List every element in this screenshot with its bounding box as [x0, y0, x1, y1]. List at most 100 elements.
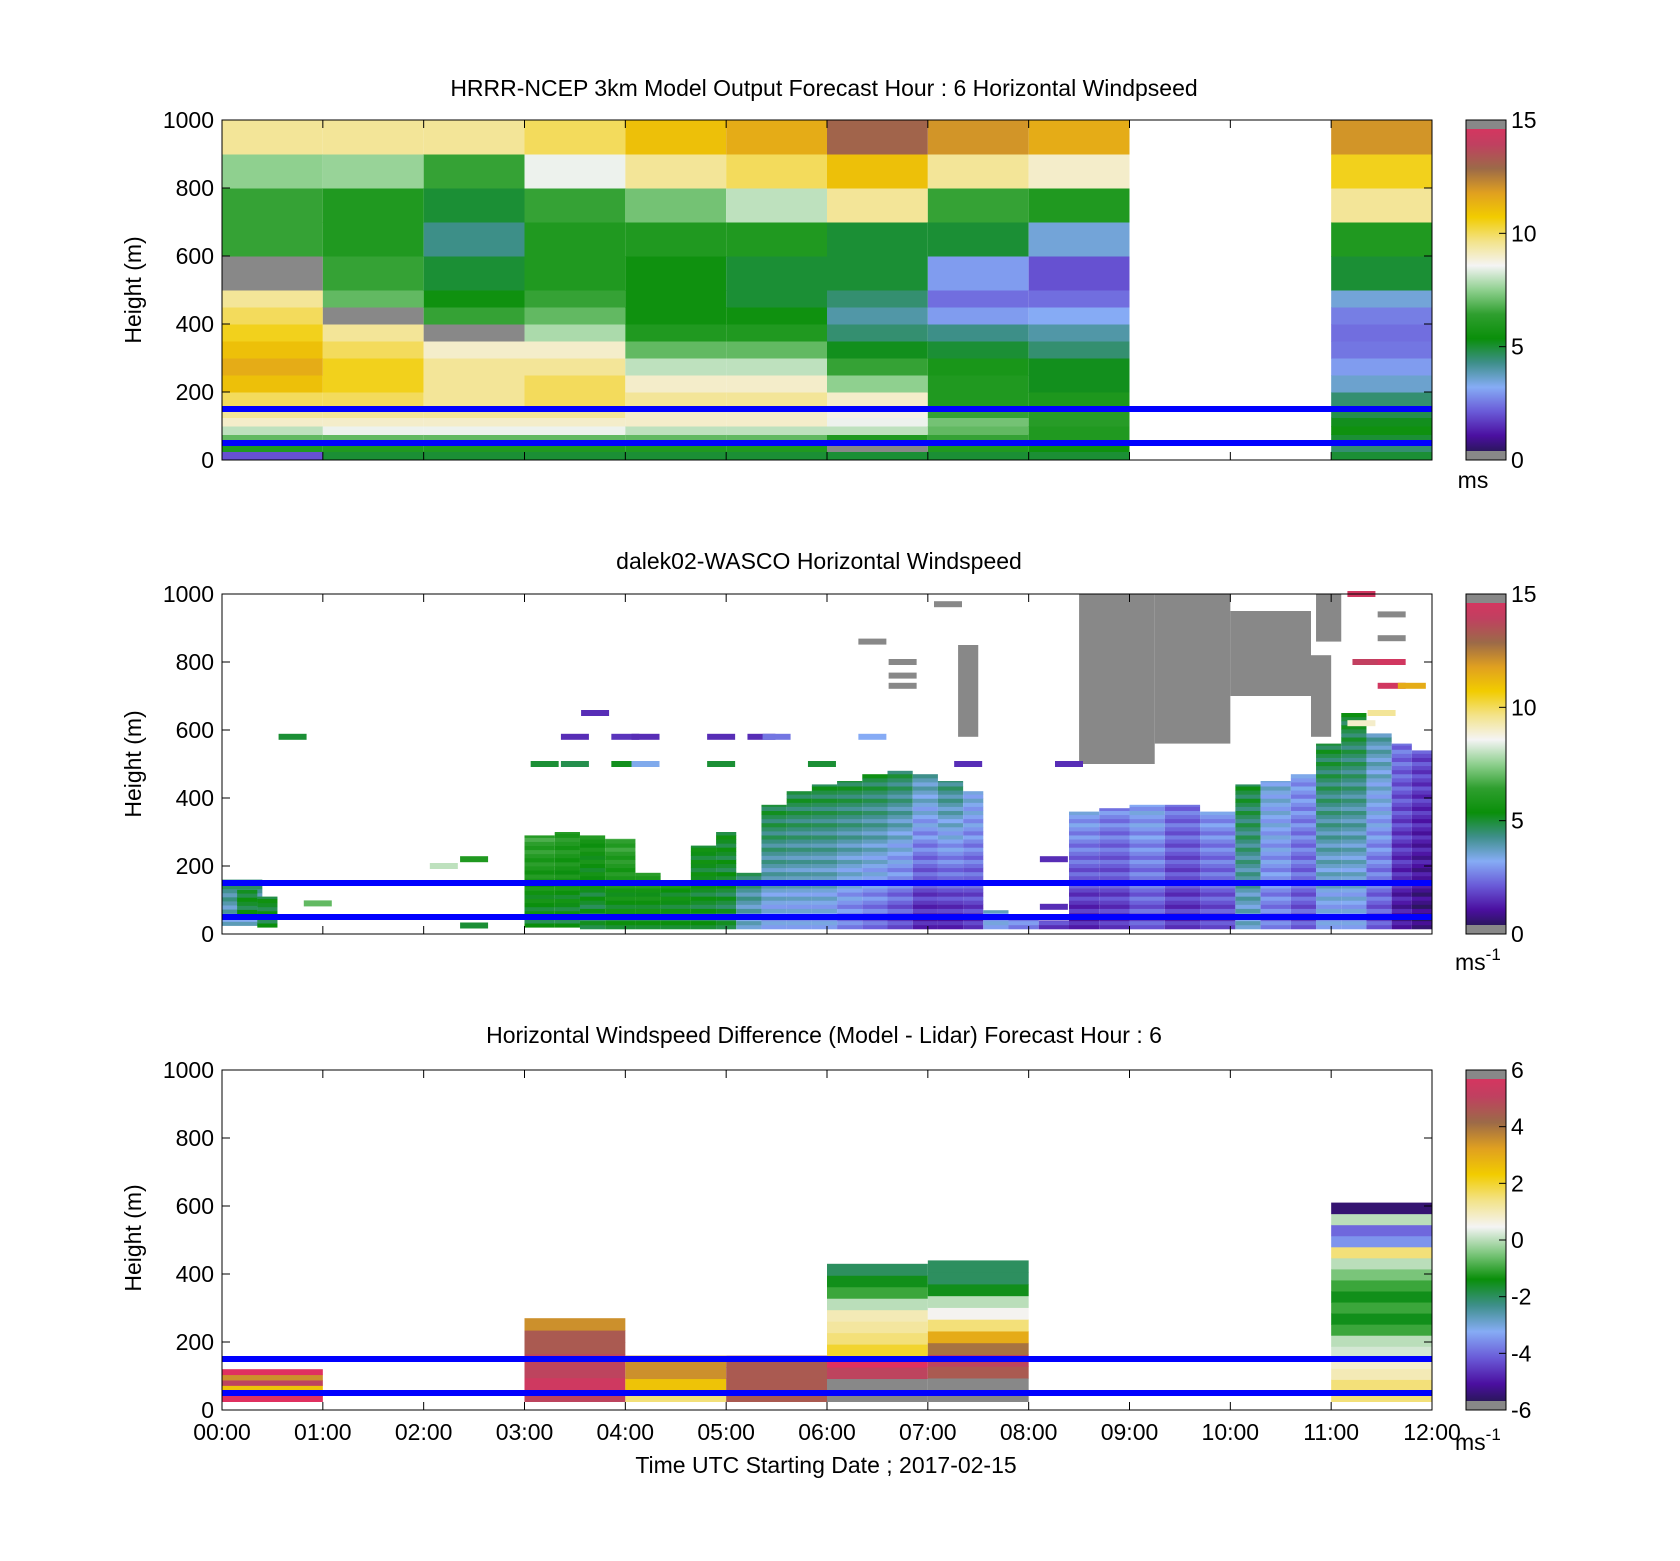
lidar-cell [1069, 863, 1100, 869]
lidar-cell [554, 861, 580, 867]
lidar-cell [1366, 875, 1392, 881]
lidar-cell [1341, 892, 1367, 897]
lidar-mark [631, 733, 660, 740]
heatmap-cell [423, 188, 525, 223]
lidar-cell [862, 871, 888, 877]
lidar-cell [1366, 826, 1392, 832]
lidar-cell [524, 835, 555, 838]
lidar-cell [1411, 875, 1432, 881]
heatmap-cell [222, 1379, 323, 1386]
heatmap-cell [927, 1307, 1029, 1320]
lidar-cell [937, 892, 964, 897]
lidar-cell [937, 855, 964, 860]
heatmap-cell [625, 434, 727, 444]
lidar-cell [983, 920, 1009, 926]
lidar-cell [963, 871, 984, 877]
lidar-cell [554, 923, 580, 928]
heatmap-cell [1331, 375, 1432, 393]
colorbar-tick-label: 15 [1511, 107, 1537, 133]
lidar-cell [1341, 884, 1367, 889]
lidar-cell [963, 875, 984, 881]
lidar-cell [1366, 851, 1392, 856]
lidar-cell [605, 900, 636, 905]
lidar-cell [1366, 802, 1392, 807]
lidar-mark [611, 761, 640, 767]
lidar-cell [690, 892, 717, 897]
no-data-region [1230, 611, 1311, 696]
lidar-cell [862, 826, 888, 832]
lidar-cell [1411, 896, 1432, 901]
lidar-cell [1235, 847, 1261, 852]
lidar-cell [1099, 814, 1130, 820]
heatmap-cell [524, 375, 626, 393]
heatmap-cell [927, 409, 1029, 418]
lidar-cell [1341, 802, 1367, 807]
lidar-cell [635, 888, 661, 893]
heatmap-cell [726, 392, 827, 410]
lidar-cell [524, 837, 555, 842]
lidar-cell [222, 884, 263, 890]
heatmap-cell [423, 154, 525, 189]
lidar-cell [1411, 822, 1432, 828]
lidar-cell [811, 802, 838, 807]
heatmap-cell [322, 375, 424, 393]
heatmap-cell [827, 1275, 928, 1288]
lidar-cell [1391, 745, 1412, 750]
lidar-cell [1164, 826, 1201, 832]
lidar-cell [524, 923, 555, 928]
lidar-cell [887, 814, 913, 820]
lidar-cell [1391, 924, 1412, 930]
lidar-cell [660, 920, 691, 926]
lidar-cell [811, 904, 838, 909]
lidar-cell [1366, 765, 1392, 771]
lidar-cell [837, 830, 863, 836]
lidar-cell [716, 920, 737, 926]
heatmap-cell [927, 1342, 1029, 1355]
heatmap-cell [222, 451, 323, 461]
lidar-cell [912, 786, 938, 791]
lidar-cell [937, 835, 964, 840]
lidar-cell [1391, 892, 1412, 897]
lidar-cell [1038, 920, 1069, 922]
lidar-cell [1316, 863, 1342, 869]
lidar-cell [257, 910, 278, 916]
heatmap-cell [322, 341, 424, 359]
lidar-cell [1069, 859, 1100, 865]
lidar-cell [1341, 773, 1367, 779]
lidar-cell [1316, 786, 1342, 791]
lidar-cell [887, 851, 913, 856]
lidar-cell [937, 871, 964, 877]
lidar-cell [716, 851, 737, 856]
lidar-cell [912, 871, 938, 877]
lidar-cell [1366, 782, 1392, 787]
heatmap-cell [322, 409, 424, 418]
lidar-cell [862, 814, 888, 820]
lidar-cell [1129, 888, 1165, 893]
lidar-cell [1366, 900, 1392, 905]
lidar-cell [761, 904, 787, 909]
lidar-cell [937, 798, 964, 803]
heatmap-cell [927, 451, 1029, 461]
lidar-cell [1290, 900, 1317, 905]
lidar-mark [888, 682, 917, 689]
heatmap-cell [222, 222, 323, 257]
x-tick-label: 08:00 [1000, 1419, 1058, 1445]
lidar-cell [1316, 851, 1342, 856]
lidar-cell [837, 798, 863, 803]
lidar-cell [1341, 810, 1367, 816]
lidar-cell [1164, 892, 1201, 897]
lidar-cell [605, 896, 636, 901]
lidar-cell [1316, 908, 1342, 913]
heatmap-cell [1028, 307, 1130, 325]
heatmap-cell [827, 324, 928, 342]
lidar-cell [1129, 859, 1165, 865]
lidar-cell [1366, 847, 1392, 852]
heatmap-cell [726, 324, 827, 342]
heatmap-cell [927, 1295, 1029, 1308]
lidar-cell [1099, 808, 1130, 811]
lidar-cell [1164, 924, 1201, 930]
lidar-cell [1099, 892, 1130, 897]
lidar-mark [530, 761, 559, 767]
heatmap-cell [322, 154, 424, 189]
lidar-cell [1164, 814, 1201, 820]
